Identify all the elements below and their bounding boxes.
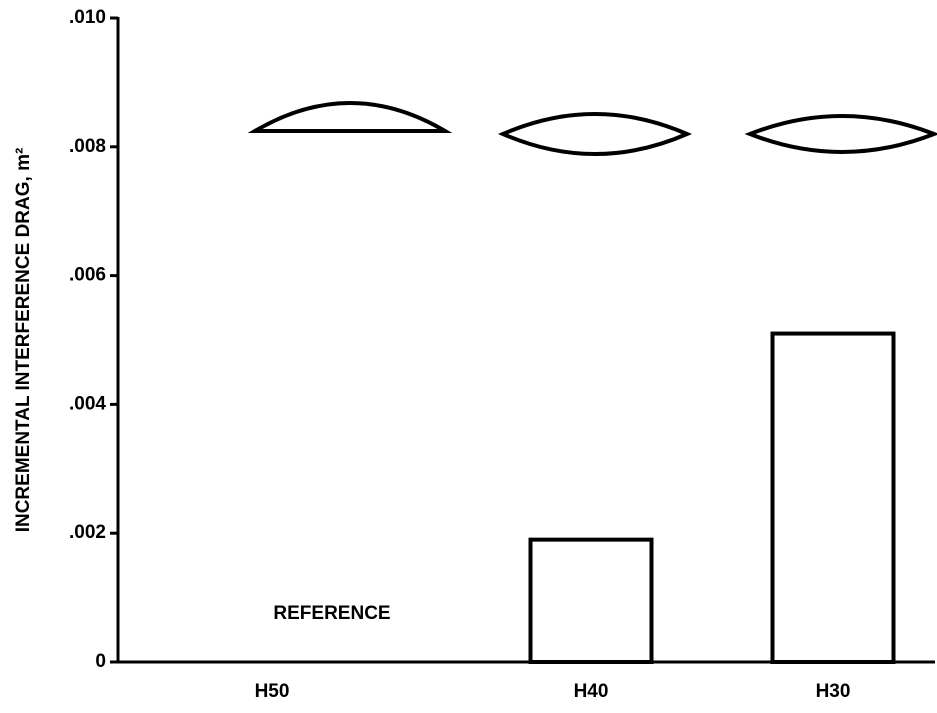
x-tick-label: H50 (255, 681, 290, 702)
y-tick-label: .010 (69, 7, 106, 28)
bar (770, 331, 896, 664)
annotation: REFERENCE (273, 603, 390, 624)
airfoil-h50 (247, 101, 453, 133)
y-tick-label: .008 (69, 136, 106, 157)
y-tick-label: .006 (69, 265, 106, 286)
airfoil-shapes (247, 101, 937, 156)
y-tick-label: .004 (69, 393, 106, 414)
airfoil-h40 (497, 112, 693, 156)
x-tick-label: H40 (574, 681, 609, 702)
airfoil-h30 (744, 114, 937, 154)
bar (528, 537, 654, 665)
x-tick-label: H30 (816, 681, 851, 702)
y-tick-label: 0 (95, 651, 106, 672)
y-axis-label: INCREMENTAL INTERFERENCE DRAG, m² (13, 148, 34, 533)
y-tick-label: .002 (69, 522, 106, 543)
